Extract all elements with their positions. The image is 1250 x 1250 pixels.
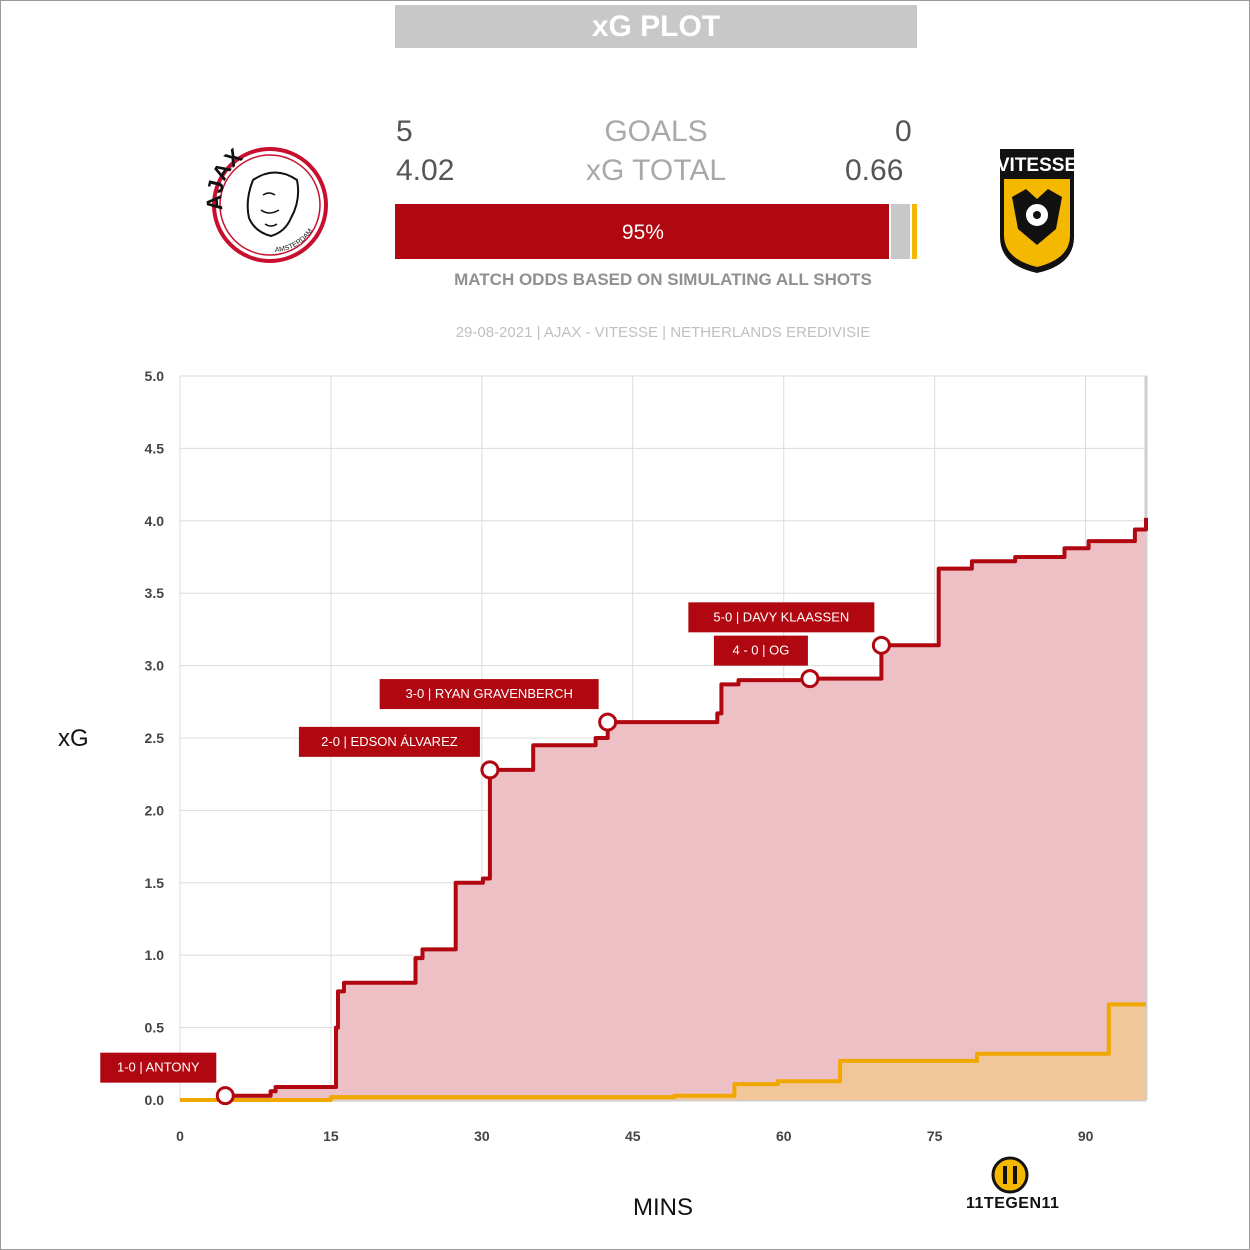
goal-annotation-box [688, 602, 875, 633]
y-tick-label: 3.0 [145, 658, 165, 674]
odds-caption: MATCH ODDS BASED ON SIMULATING ALL SHOTS [454, 270, 872, 289]
y-axis-title: xG [58, 725, 89, 752]
x-tick-label: 15 [323, 1128, 339, 1144]
away-win-segment [911, 204, 917, 259]
goal-annotation-box [379, 679, 599, 710]
x-tick-label: 0 [176, 1128, 184, 1144]
home-xg-total: 4.02 [396, 154, 455, 187]
home-goals: 5 [396, 115, 413, 148]
y-tick-label: 2.0 [145, 802, 165, 818]
vitesse-logo-text: VITESSE [998, 155, 1076, 176]
goal-annotation-label: 4 - 0 | OG [732, 643, 789, 658]
y-tick-label: 4.0 [145, 513, 165, 529]
away-goals: 0 [895, 115, 912, 148]
match-info: 29-08-2021 | AJAX - VITESSE | NETHERLAND… [455, 324, 871, 341]
goals-label: GOALS [604, 115, 708, 148]
goal-marker [871, 635, 891, 655]
goal-marker [215, 1086, 235, 1106]
vitesse-xg-line [180, 1002, 1146, 1102]
xg-total-label: xG TOTAL [585, 154, 727, 187]
home-win-segment [395, 204, 889, 259]
goal-annotation-label: 1-0 | ANTONY [117, 1060, 200, 1075]
brand-logo-icon [991, 1156, 1029, 1194]
draw-segment [890, 204, 910, 259]
goal-marker [598, 712, 618, 732]
x-tick-label: 30 [474, 1128, 490, 1144]
goal-annotation-box [298, 726, 480, 757]
goal-annotation-label: 5-0 | DAVY KLAASSEN [713, 609, 849, 624]
ajax-xg-area [180, 517, 1146, 1100]
x-tick-label: 75 [927, 1128, 943, 1144]
goal-annotation-box [100, 1052, 217, 1083]
page-title: xG PLOT [395, 5, 917, 48]
match-odds-bar: 95% [395, 204, 917, 259]
goal-annotation-label: 2-0 | EDSON ÁLVAREZ [321, 734, 458, 749]
y-tick-label: 2.5 [145, 730, 165, 746]
goal-marker [480, 760, 500, 780]
away-xg-total: 0.66 [845, 154, 904, 187]
ajax-logo-icon: AJAX AMSTERDAM [205, 143, 328, 263]
x-tick-label: 45 [625, 1128, 641, 1144]
y-tick-label: 1.5 [145, 875, 165, 891]
y-tick-label: 0.5 [145, 1020, 165, 1036]
y-tick-label: 4.5 [145, 440, 165, 456]
y-tick-label: 1.0 [145, 947, 165, 963]
x-tick-label: 60 [776, 1128, 792, 1144]
goal-annotation-label: 3-0 | RYAN GRAVENBERCH [405, 686, 572, 701]
vitesse-xg-area [180, 1004, 1146, 1100]
ajax-xg-line [180, 517, 1148, 1102]
goal-annotation-box [713, 635, 808, 666]
vitesse-logo-icon: VITESSE [998, 149, 1076, 273]
x-tick-label: 90 [1078, 1128, 1094, 1144]
x-axis-title: MINS [633, 1194, 693, 1221]
home-win-percentage: 95% [621, 221, 664, 244]
y-tick-label: 3.5 [145, 585, 165, 601]
goal-marker [800, 669, 820, 689]
y-tick-label: 0.0 [145, 1092, 165, 1108]
y-tick-label: 5.0 [145, 368, 165, 384]
brand-text: 11TEGEN11 [966, 1195, 1060, 1212]
